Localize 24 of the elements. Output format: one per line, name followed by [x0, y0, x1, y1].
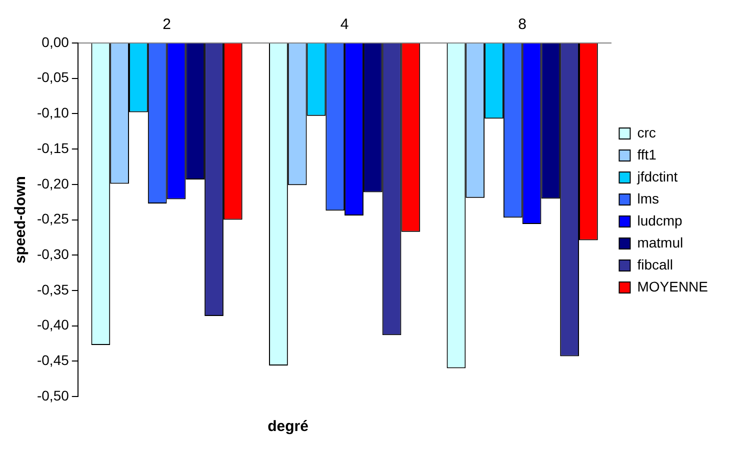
legend-label: fft1: [637, 146, 657, 162]
y-tick-label: -0,45: [36, 352, 70, 368]
y-tick-label: -0,10: [36, 104, 70, 121]
x-axis-title: degré: [266, 418, 310, 435]
legend-label: ludcmp: [637, 212, 683, 228]
y-tick-label: 0,00: [42, 34, 70, 50]
y-tick-label: -0,35: [36, 281, 70, 298]
y-tick-label: -0,40: [36, 316, 70, 333]
legend-label: lms: [637, 190, 659, 206]
legend-label: crc: [637, 124, 656, 140]
legend-label: MOYENNE: [637, 278, 708, 294]
y-tick-label: -0,30: [36, 246, 70, 262]
y-tick-label: -0,15: [36, 140, 70, 156]
x-tick-label: 8: [518, 16, 526, 34]
legend-label: fibcall: [637, 256, 674, 272]
y-axis-title: speed-down: [12, 176, 30, 264]
y-tick-label: -0,05: [36, 69, 70, 86]
y-tick-label: -0,25: [36, 210, 70, 227]
y-tick-label: -0,50: [36, 387, 70, 404]
x-tick-label: 2: [162, 16, 171, 34]
y-tick-label: -0,20: [36, 175, 70, 192]
legend-label: matmul: [637, 234, 684, 250]
legend-label: jfdctint: [636, 168, 678, 184]
x-tick-label: 4: [340, 16, 349, 34]
